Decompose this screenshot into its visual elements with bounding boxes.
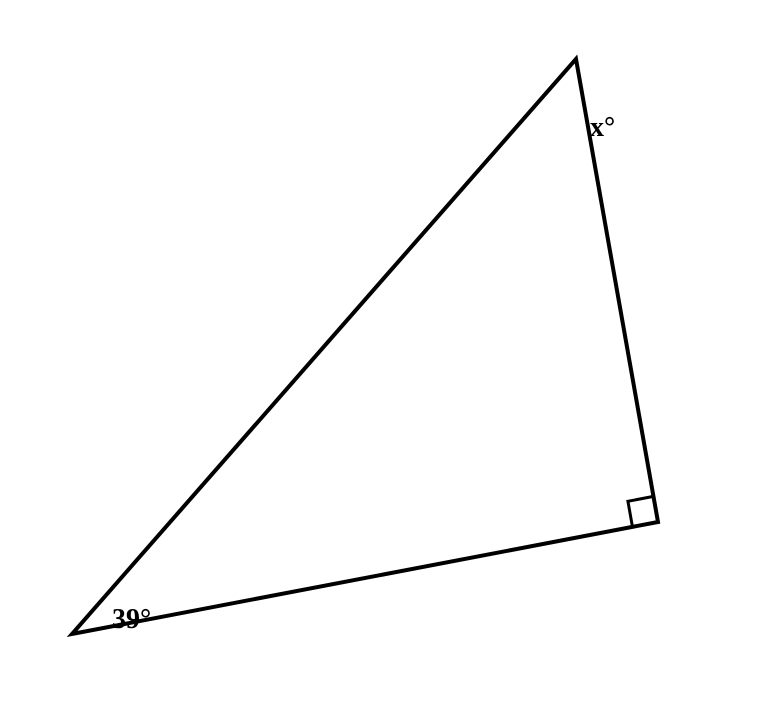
triangle-diagram [0,0,772,708]
angle-label-39: 39° [112,604,151,636]
angle-label-x: x° [590,112,615,144]
triangle-shape [72,59,658,634]
